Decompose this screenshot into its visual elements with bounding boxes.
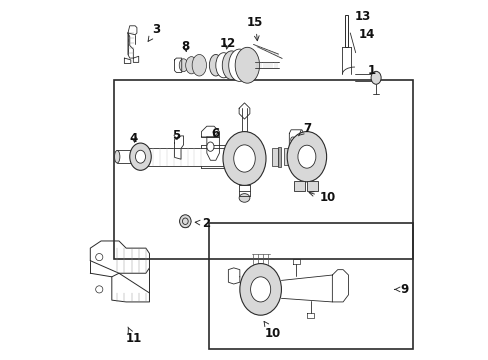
Ellipse shape (239, 264, 281, 315)
Text: 2: 2 (195, 216, 209, 230)
Text: 5: 5 (172, 129, 180, 142)
Bar (344, 15, 348, 47)
Bar (272, 148, 278, 166)
Ellipse shape (129, 143, 151, 170)
Bar (278, 147, 281, 167)
Text: 11: 11 (125, 327, 141, 345)
Text: 3: 3 (148, 23, 161, 41)
Ellipse shape (135, 150, 145, 163)
Ellipse shape (297, 145, 315, 168)
Text: 8: 8 (181, 40, 189, 53)
Ellipse shape (370, 71, 380, 84)
Ellipse shape (239, 194, 249, 202)
Ellipse shape (223, 132, 265, 185)
Text: 10: 10 (264, 321, 280, 340)
Text: 10: 10 (308, 192, 335, 204)
Text: 1: 1 (367, 64, 375, 77)
Ellipse shape (179, 59, 187, 72)
Text: 14: 14 (358, 28, 374, 41)
Ellipse shape (96, 286, 102, 293)
Bar (289, 149, 292, 164)
Bar (113, 80, 412, 259)
Ellipse shape (209, 54, 222, 76)
Ellipse shape (250, 277, 270, 302)
Text: 6: 6 (210, 127, 219, 140)
Ellipse shape (179, 215, 191, 228)
Ellipse shape (222, 51, 241, 80)
Ellipse shape (233, 145, 255, 172)
Text: 12: 12 (219, 37, 235, 50)
Ellipse shape (228, 49, 250, 81)
Ellipse shape (192, 54, 206, 76)
Ellipse shape (215, 53, 231, 78)
Bar (284, 148, 288, 165)
Ellipse shape (185, 57, 197, 74)
Bar (306, 181, 317, 192)
Bar (293, 181, 305, 192)
Text: 4: 4 (130, 131, 138, 145)
Ellipse shape (114, 150, 120, 163)
Ellipse shape (96, 253, 102, 261)
Text: 15: 15 (246, 16, 263, 41)
Text: 7: 7 (298, 122, 311, 136)
Ellipse shape (286, 132, 326, 182)
Ellipse shape (297, 137, 302, 142)
Ellipse shape (235, 47, 259, 83)
Bar (295, 149, 298, 165)
Text: 13: 13 (354, 10, 370, 23)
Ellipse shape (290, 137, 294, 142)
Ellipse shape (206, 142, 214, 151)
Text: 9: 9 (394, 283, 407, 296)
Bar (208, 223, 412, 348)
